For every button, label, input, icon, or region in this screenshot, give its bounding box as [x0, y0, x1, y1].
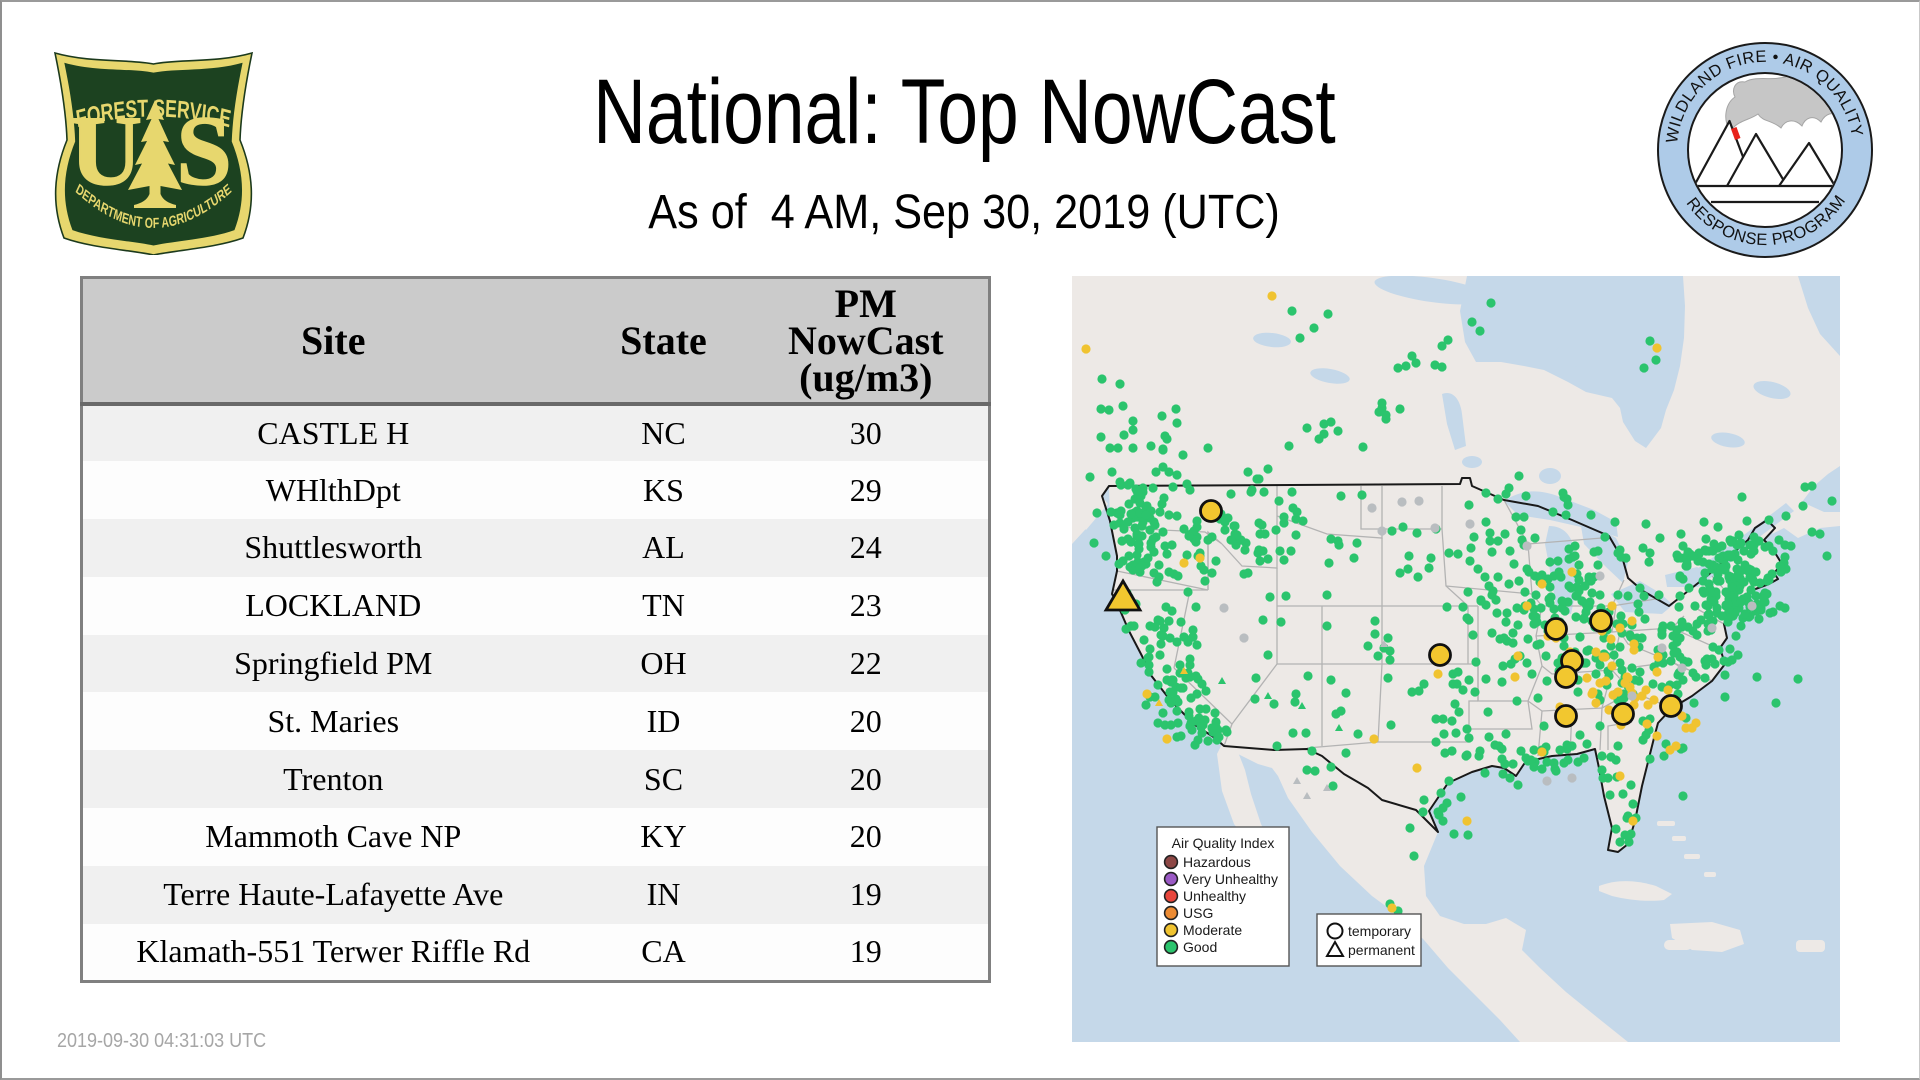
svg-text:USG: USG — [1183, 905, 1213, 921]
svg-text:Good: Good — [1183, 939, 1217, 955]
svg-text:Hazardous: Hazardous — [1183, 854, 1251, 870]
svg-text:Unhealthy: Unhealthy — [1183, 888, 1246, 904]
svg-text:Very Unhealthy: Very Unhealthy — [1183, 871, 1278, 887]
svg-text:permanent: permanent — [1348, 942, 1415, 958]
svg-text:Air Quality Index: Air Quality Index — [1172, 835, 1275, 851]
svg-text:temporary: temporary — [1348, 923, 1411, 939]
svg-text:S: S — [176, 95, 232, 206]
svg-text:Moderate: Moderate — [1183, 922, 1242, 938]
